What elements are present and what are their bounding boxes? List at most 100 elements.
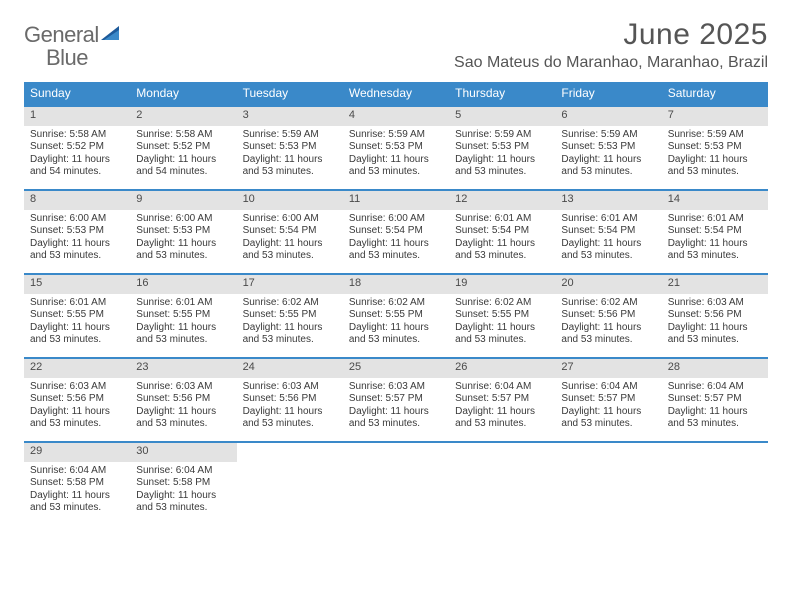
day-number: 6	[555, 107, 661, 126]
daylight-line: Daylight: 11 hours and 54 minutes.	[30, 154, 124, 179]
brand-part1: General	[24, 22, 99, 47]
calendar-cell: 1Sunrise: 5:58 AMSunset: 5:52 PMDaylight…	[24, 107, 130, 189]
weekday-label: Monday	[130, 82, 236, 105]
cell-body: Sunrise: 6:04 AMSunset: 5:57 PMDaylight:…	[449, 378, 555, 437]
sunrise-line: Sunrise: 6:04 AM	[668, 381, 762, 394]
cell-body: Sunrise: 6:04 AMSunset: 5:58 PMDaylight:…	[130, 462, 236, 521]
day-number: 30	[130, 443, 236, 462]
day-number: 1	[24, 107, 130, 126]
daylight-line: Daylight: 11 hours and 53 minutes.	[561, 322, 655, 347]
sunrise-line: Sunrise: 6:04 AM	[455, 381, 549, 394]
sunrise-line: Sunrise: 6:02 AM	[349, 297, 443, 310]
day-number: 12	[449, 191, 555, 210]
calendar-cell: 11Sunrise: 6:00 AMSunset: 5:54 PMDayligh…	[343, 191, 449, 273]
daylight-line: Daylight: 11 hours and 53 minutes.	[349, 322, 443, 347]
day-number: 17	[237, 275, 343, 294]
calendar-grid: Sunday Monday Tuesday Wednesday Thursday…	[24, 82, 768, 525]
daylight-line: Daylight: 11 hours and 53 minutes.	[243, 154, 337, 179]
daylight-line: Daylight: 11 hours and 53 minutes.	[243, 322, 337, 347]
day-number: 10	[237, 191, 343, 210]
calendar-cell: 2Sunrise: 5:58 AMSunset: 5:52 PMDaylight…	[130, 107, 236, 189]
sunset-line: Sunset: 5:57 PM	[349, 393, 443, 406]
sunset-line: Sunset: 5:57 PM	[668, 393, 762, 406]
calendar-cell: 22Sunrise: 6:03 AMSunset: 5:56 PMDayligh…	[24, 359, 130, 441]
sunrise-line: Sunrise: 6:01 AM	[136, 297, 230, 310]
calendar-cell: 14Sunrise: 6:01 AMSunset: 5:54 PMDayligh…	[662, 191, 768, 273]
calendar-cell: 15Sunrise: 6:01 AMSunset: 5:55 PMDayligh…	[24, 275, 130, 357]
sunrise-line: Sunrise: 5:58 AM	[30, 129, 124, 142]
sunrise-line: Sunrise: 6:00 AM	[30, 213, 124, 226]
day-number: 16	[130, 275, 236, 294]
sail-icon	[101, 26, 123, 47]
sunrise-line: Sunrise: 5:59 AM	[243, 129, 337, 142]
sunrise-line: Sunrise: 5:59 AM	[668, 129, 762, 142]
sunset-line: Sunset: 5:54 PM	[455, 225, 549, 238]
sunset-line: Sunset: 5:57 PM	[455, 393, 549, 406]
cell-body: Sunrise: 5:59 AMSunset: 5:53 PMDaylight:…	[449, 126, 555, 185]
calendar-cell	[237, 443, 343, 525]
sunrise-line: Sunrise: 5:59 AM	[561, 129, 655, 142]
daylight-line: Daylight: 11 hours and 53 minutes.	[30, 490, 124, 515]
day-number: 13	[555, 191, 661, 210]
cell-body: Sunrise: 5:59 AMSunset: 5:53 PMDaylight:…	[555, 126, 661, 185]
sunrise-line: Sunrise: 6:01 AM	[668, 213, 762, 226]
sunrise-line: Sunrise: 5:59 AM	[455, 129, 549, 142]
daylight-line: Daylight: 11 hours and 53 minutes.	[30, 238, 124, 263]
daylight-line: Daylight: 11 hours and 53 minutes.	[30, 406, 124, 431]
sunrise-line: Sunrise: 6:02 AM	[243, 297, 337, 310]
cell-body: Sunrise: 6:02 AMSunset: 5:55 PMDaylight:…	[237, 294, 343, 353]
sunset-line: Sunset: 5:52 PM	[136, 141, 230, 154]
calendar-cell: 3Sunrise: 5:59 AMSunset: 5:53 PMDaylight…	[237, 107, 343, 189]
sunset-line: Sunset: 5:54 PM	[349, 225, 443, 238]
daylight-line: Daylight: 11 hours and 53 minutes.	[561, 406, 655, 431]
sunset-line: Sunset: 5:53 PM	[136, 225, 230, 238]
brand-part2: Blue	[24, 45, 88, 70]
daylight-line: Daylight: 11 hours and 53 minutes.	[349, 238, 443, 263]
cell-body: Sunrise: 5:59 AMSunset: 5:53 PMDaylight:…	[237, 126, 343, 185]
day-number: 23	[130, 359, 236, 378]
cell-body: Sunrise: 6:02 AMSunset: 5:55 PMDaylight:…	[343, 294, 449, 353]
calendar-cell: 26Sunrise: 6:04 AMSunset: 5:57 PMDayligh…	[449, 359, 555, 441]
calendar-week: 15Sunrise: 6:01 AMSunset: 5:55 PMDayligh…	[24, 273, 768, 357]
sunset-line: Sunset: 5:56 PM	[668, 309, 762, 322]
sunset-line: Sunset: 5:56 PM	[243, 393, 337, 406]
sunset-line: Sunset: 5:57 PM	[561, 393, 655, 406]
sunrise-line: Sunrise: 6:03 AM	[243, 381, 337, 394]
daylight-line: Daylight: 11 hours and 53 minutes.	[30, 322, 124, 347]
daylight-line: Daylight: 11 hours and 53 minutes.	[136, 490, 230, 515]
sunset-line: Sunset: 5:54 PM	[243, 225, 337, 238]
calendar-cell: 10Sunrise: 6:00 AMSunset: 5:54 PMDayligh…	[237, 191, 343, 273]
sunset-line: Sunset: 5:53 PM	[30, 225, 124, 238]
daylight-line: Daylight: 11 hours and 53 minutes.	[455, 154, 549, 179]
sunset-line: Sunset: 5:56 PM	[30, 393, 124, 406]
sunrise-line: Sunrise: 6:01 AM	[561, 213, 655, 226]
daylight-line: Daylight: 11 hours and 53 minutes.	[243, 238, 337, 263]
cell-body: Sunrise: 6:03 AMSunset: 5:56 PMDaylight:…	[237, 378, 343, 437]
calendar-cell: 12Sunrise: 6:01 AMSunset: 5:54 PMDayligh…	[449, 191, 555, 273]
calendar-cell	[662, 443, 768, 525]
day-number: 21	[662, 275, 768, 294]
sunrise-line: Sunrise: 6:04 AM	[136, 465, 230, 478]
cell-body: Sunrise: 6:00 AMSunset: 5:54 PMDaylight:…	[237, 210, 343, 269]
day-number: 20	[555, 275, 661, 294]
calendar-cell: 29Sunrise: 6:04 AMSunset: 5:58 PMDayligh…	[24, 443, 130, 525]
cell-body: Sunrise: 6:03 AMSunset: 5:56 PMDaylight:…	[130, 378, 236, 437]
cell-body: Sunrise: 6:00 AMSunset: 5:53 PMDaylight:…	[24, 210, 130, 269]
cell-body: Sunrise: 6:02 AMSunset: 5:55 PMDaylight:…	[449, 294, 555, 353]
calendar-cell: 19Sunrise: 6:02 AMSunset: 5:55 PMDayligh…	[449, 275, 555, 357]
calendar-week: 22Sunrise: 6:03 AMSunset: 5:56 PMDayligh…	[24, 357, 768, 441]
weekday-label: Wednesday	[343, 82, 449, 105]
sunset-line: Sunset: 5:53 PM	[349, 141, 443, 154]
daylight-line: Daylight: 11 hours and 53 minutes.	[561, 238, 655, 263]
calendar-cell: 4Sunrise: 5:59 AMSunset: 5:53 PMDaylight…	[343, 107, 449, 189]
calendar-cell: 27Sunrise: 6:04 AMSunset: 5:57 PMDayligh…	[555, 359, 661, 441]
calendar-cell	[449, 443, 555, 525]
cell-body: Sunrise: 6:01 AMSunset: 5:54 PMDaylight:…	[449, 210, 555, 269]
sunrise-line: Sunrise: 6:02 AM	[561, 297, 655, 310]
sunrise-line: Sunrise: 6:03 AM	[668, 297, 762, 310]
day-number: 7	[662, 107, 768, 126]
calendar-week: 29Sunrise: 6:04 AMSunset: 5:58 PMDayligh…	[24, 441, 768, 525]
cell-body: Sunrise: 5:58 AMSunset: 5:52 PMDaylight:…	[24, 126, 130, 185]
daylight-line: Daylight: 11 hours and 53 minutes.	[455, 322, 549, 347]
cell-body: Sunrise: 6:01 AMSunset: 5:55 PMDaylight:…	[24, 294, 130, 353]
